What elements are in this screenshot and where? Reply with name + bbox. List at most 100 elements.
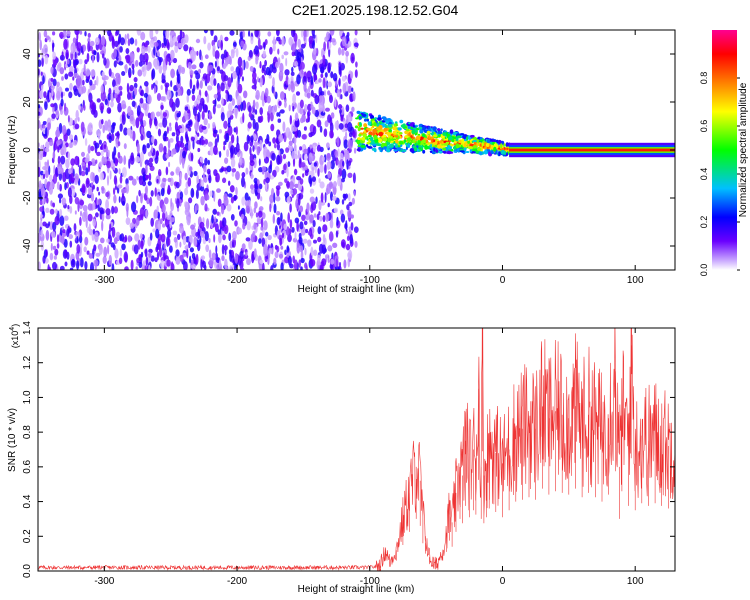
heatmap-cell xyxy=(320,201,326,206)
heatmap-cell xyxy=(251,84,257,90)
heatmap-cell xyxy=(66,30,71,37)
heatmap-cell xyxy=(88,223,91,234)
heatmap-cell xyxy=(195,203,199,211)
heatmap-cell xyxy=(98,139,102,145)
heatmap-cell xyxy=(131,201,137,213)
heatmap-cell xyxy=(50,200,53,207)
heatmap-cell xyxy=(265,66,271,76)
heatmap-cell xyxy=(323,128,328,137)
heatmap-cell xyxy=(313,249,318,257)
heatmap-cell xyxy=(52,51,56,60)
heatmap-cell xyxy=(458,139,463,143)
snr-y-ticks: 0.0 0.2 0.4 0.6 0.8 1.0 1.2 1.4 xyxy=(22,321,675,578)
heatmap-cell xyxy=(245,61,249,69)
heatmap-cell xyxy=(65,87,69,92)
heatmap-cell xyxy=(376,126,380,131)
heatmap-cell xyxy=(319,264,324,270)
heatmap-cell xyxy=(233,195,237,202)
heatmap-cell xyxy=(330,211,333,222)
heatmap-cell xyxy=(308,85,311,93)
heatmap-cell xyxy=(69,82,73,91)
heatmap-cell xyxy=(291,43,297,53)
heatmap-cell xyxy=(351,197,355,205)
heatmap-cell xyxy=(184,106,189,111)
heatmap-cell xyxy=(59,183,62,192)
heatmap-cell xyxy=(363,118,368,122)
heatmap-cell xyxy=(307,103,312,112)
heatmap-cell xyxy=(276,217,281,226)
colorbar: 0.0 0.2 0.4 0.6 0.8 Normalized spectral ampl… xyxy=(699,30,749,276)
heatmap-cell xyxy=(214,223,219,233)
heatmap-cell xyxy=(68,71,74,77)
heatmap-cell xyxy=(59,265,65,270)
heatmap-cell xyxy=(113,60,117,68)
heatmap-cell xyxy=(158,244,161,251)
heatmap-cell xyxy=(301,214,306,221)
heatmap-cell xyxy=(309,196,315,203)
heatmap-cell xyxy=(229,240,233,249)
heatmap-cell xyxy=(227,122,231,128)
heatmap-cell xyxy=(256,145,260,156)
heatmap-cell xyxy=(140,31,146,41)
heatmap-cell xyxy=(327,114,332,123)
heatmap-cell xyxy=(216,104,222,109)
heatmap-cell xyxy=(298,259,302,268)
heatmap-cell xyxy=(68,134,74,141)
heatmap-cell xyxy=(286,196,291,204)
heatmap-cell xyxy=(124,33,127,45)
heatmap-cell xyxy=(296,176,302,181)
heatmap-cells xyxy=(38,30,675,270)
heatmap-cell xyxy=(327,81,333,88)
heatmap-cell xyxy=(92,172,95,183)
heatmap-cell xyxy=(264,237,268,246)
heatmap-cell xyxy=(395,135,398,138)
heatmap-cell xyxy=(247,121,252,129)
heatmap-cell xyxy=(293,135,297,145)
colorbar-gradient xyxy=(712,30,737,270)
heatmap-cell xyxy=(156,111,161,117)
heatmap-cell xyxy=(193,170,198,177)
heatmap-cell xyxy=(44,54,49,65)
heatmap-cell xyxy=(98,244,103,255)
heatmap-cell xyxy=(243,90,248,99)
heatmap-cell xyxy=(306,70,312,80)
heatmap-cell xyxy=(264,39,268,45)
heatmap-cell xyxy=(109,223,112,233)
heatmap-cell xyxy=(95,212,99,218)
heatmap-cell xyxy=(302,173,305,178)
heatmap-cell xyxy=(65,52,69,60)
heatmap-cell xyxy=(433,147,436,152)
heatmap-cell xyxy=(61,125,67,135)
heatmap-cell xyxy=(207,159,210,166)
heatmap-cell xyxy=(182,150,187,159)
heatmap-cell xyxy=(170,217,175,223)
heatmap-cell xyxy=(234,220,238,227)
heatmap-cell xyxy=(269,175,275,180)
heatmap-cell xyxy=(329,263,334,270)
heatmap-cell xyxy=(341,36,347,47)
heatmap-cell xyxy=(257,188,261,194)
heatmap-cell xyxy=(242,222,246,230)
heatmap-cell xyxy=(160,187,165,197)
heatmap-cell xyxy=(101,186,105,191)
heatmap-cell xyxy=(241,60,245,71)
heatmap-cell xyxy=(338,104,343,110)
heatmap-cell xyxy=(213,169,218,177)
heatmap-cell xyxy=(83,246,87,253)
heatmap-cell xyxy=(209,190,213,197)
heatmap-cell xyxy=(84,138,88,146)
heatmap-cell xyxy=(60,235,65,244)
heatmap-cell xyxy=(177,73,181,85)
heatmap-cell xyxy=(367,121,372,126)
heatmap-cell xyxy=(117,184,123,189)
heatmap-cell xyxy=(154,257,158,263)
heatmap-cell xyxy=(92,184,96,190)
heatmap-cell xyxy=(61,231,67,237)
heatmap-cell xyxy=(113,206,119,214)
heatmap-cell xyxy=(278,133,284,143)
heatmap-cell xyxy=(134,233,140,242)
heatmap-cell xyxy=(138,175,144,186)
heatmap-cell xyxy=(81,79,85,86)
heatmap-cell xyxy=(114,132,120,137)
heatmap-cell xyxy=(390,147,393,151)
